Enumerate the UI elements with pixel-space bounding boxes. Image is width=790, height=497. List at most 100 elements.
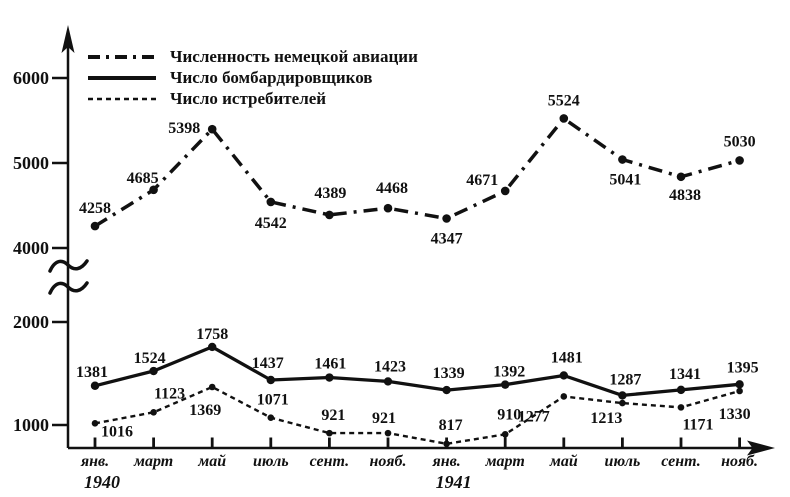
y-tick-label: 4000 <box>13 238 49 258</box>
data-point <box>442 214 451 223</box>
data-point <box>149 185 158 195</box>
solid-line-swatch <box>88 75 156 80</box>
x-tick-label: март <box>485 453 525 470</box>
data-point <box>559 114 569 123</box>
data-point <box>383 377 393 386</box>
data-label: 1341 <box>669 366 701 383</box>
data-point <box>208 342 217 352</box>
chart-legend: Численность немецкой авиации Число бомба… <box>86 46 418 109</box>
x-tick-label: июль <box>253 453 289 470</box>
data-point <box>266 197 276 207</box>
data-label: 5398 <box>168 120 200 137</box>
data-label: 1213 <box>590 410 622 427</box>
data-label: 1758 <box>196 326 228 343</box>
data-point <box>677 404 685 411</box>
data-point <box>150 409 157 416</box>
legend-label-total-aviation: Численность немецкой авиации <box>170 46 418 66</box>
data-point <box>207 124 217 134</box>
data-point <box>619 399 626 407</box>
data-point <box>149 366 158 376</box>
data-point <box>676 385 686 395</box>
x-axis-arrow <box>747 440 775 456</box>
y-tick-label: 1000 <box>13 415 49 435</box>
y-tick-label: 2000 <box>13 312 49 332</box>
y-tick-label: 5000 <box>13 153 49 173</box>
data-label: 1481 <box>551 349 583 366</box>
data-label: 1524 <box>134 350 166 367</box>
data-point <box>383 203 393 213</box>
data-point <box>618 391 627 400</box>
x-tick-label: янв. <box>431 453 460 470</box>
data-label: 1392 <box>493 364 525 381</box>
data-point <box>736 387 743 395</box>
data-point <box>618 155 627 164</box>
data-point <box>325 210 334 220</box>
data-label: 1437 <box>252 355 284 372</box>
data-point <box>559 371 568 380</box>
x-tick-label: сент. <box>310 453 350 470</box>
data-point <box>90 381 100 390</box>
data-label: 1016 <box>101 423 133 440</box>
dashed-line-swatch <box>88 97 156 100</box>
data-point <box>442 385 451 395</box>
legend-item-total-aviation: Численность немецкой авиации <box>86 46 418 67</box>
data-label: 4389 <box>314 185 346 202</box>
legend-label-fighters: Число истребителей <box>170 88 327 108</box>
x-tick-label: май <box>197 453 226 470</box>
data-label: 1277 <box>518 408 550 425</box>
data-label: 4347 <box>431 231 463 248</box>
series-line-1 <box>94 345 740 398</box>
data-point <box>325 373 334 382</box>
data-label: 817 <box>439 417 463 434</box>
axis-break <box>48 281 89 295</box>
year-label: 1941 <box>436 472 472 492</box>
data-label: 1339 <box>433 365 465 382</box>
x-tick-label: май <box>549 453 578 470</box>
data-label: 921 <box>372 410 396 427</box>
data-point <box>735 380 744 389</box>
data-point <box>501 380 510 389</box>
x-tick-label: март <box>133 453 173 470</box>
x-tick-label: сент. <box>661 453 701 470</box>
data-point <box>267 414 275 421</box>
data-point <box>560 393 568 400</box>
data-point <box>443 440 450 448</box>
series-line-2 <box>94 385 740 445</box>
data-label: 1287 <box>609 371 641 388</box>
series-line-0 <box>94 116 741 228</box>
data-point <box>501 430 509 438</box>
data-label: 1369 <box>189 402 221 419</box>
data-label: 4542 <box>255 215 287 232</box>
data-point <box>90 221 100 231</box>
y-axis-arrow <box>61 25 75 53</box>
data-point <box>735 156 744 165</box>
data-label: 1171 <box>682 416 713 433</box>
data-point <box>91 420 99 427</box>
data-label: 921 <box>321 407 345 424</box>
y-tick-label: 6000 <box>13 68 49 88</box>
x-tick-label: нояб. <box>721 453 758 470</box>
data-label: 5524 <box>548 92 580 109</box>
axis-break <box>48 259 89 273</box>
x-tick-label: нояб. <box>370 453 407 470</box>
data-label: 4671 <box>466 172 498 189</box>
data-label: 1123 <box>154 385 185 402</box>
data-label: 1330 <box>719 406 751 423</box>
data-label: 1071 <box>257 392 289 409</box>
data-label: 4468 <box>376 180 408 197</box>
data-label: 4258 <box>79 200 111 217</box>
data-label: 5041 <box>609 172 641 189</box>
legend-item-fighters: Число истребителей <box>86 88 418 109</box>
data-label: 1423 <box>374 358 406 375</box>
year-label: 1940 <box>84 472 120 492</box>
data-point <box>266 375 275 385</box>
x-tick-label: янв. <box>80 453 109 470</box>
dashdot-line-swatch <box>88 54 156 59</box>
data-label: 1381 <box>76 364 108 381</box>
data-point <box>326 429 333 437</box>
x-tick-label: июль <box>605 453 641 470</box>
legend-label-bombers: Число бомбардировщиков <box>170 67 373 87</box>
data-point <box>676 172 686 182</box>
